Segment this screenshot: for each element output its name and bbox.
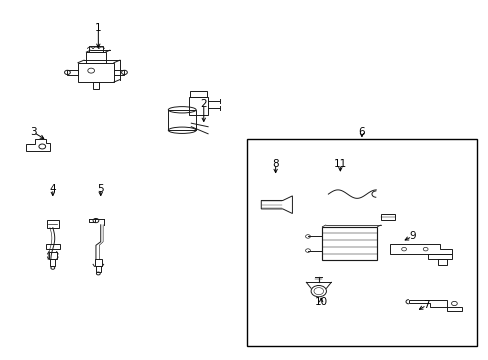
Text: 9: 9 [408,231,415,242]
Bar [46,220,59,228]
Text: 5: 5 [97,184,104,194]
Bar [78,63,114,82]
Bar [49,252,57,259]
Bar [89,46,103,52]
Bar [93,82,99,89]
Bar [86,52,105,63]
Text: 2: 2 [200,99,206,109]
Text: 11: 11 [333,159,346,169]
Bar [94,259,102,266]
Bar [188,98,208,115]
Text: 6: 6 [358,127,365,138]
Bar [190,91,206,98]
Bar [380,214,394,220]
Bar [46,244,60,249]
Bar [114,70,124,75]
Bar [67,70,78,75]
Text: 1: 1 [95,23,102,33]
Bar [322,227,377,260]
Bar [427,254,451,259]
Text: 8: 8 [272,159,278,169]
Bar [96,266,101,272]
Text: 3: 3 [30,127,37,138]
Text: 10: 10 [314,297,327,307]
Text: 7: 7 [423,300,429,310]
Bar [437,259,447,265]
Bar [168,110,196,130]
Text: 4: 4 [49,184,56,194]
Bar [246,139,476,346]
